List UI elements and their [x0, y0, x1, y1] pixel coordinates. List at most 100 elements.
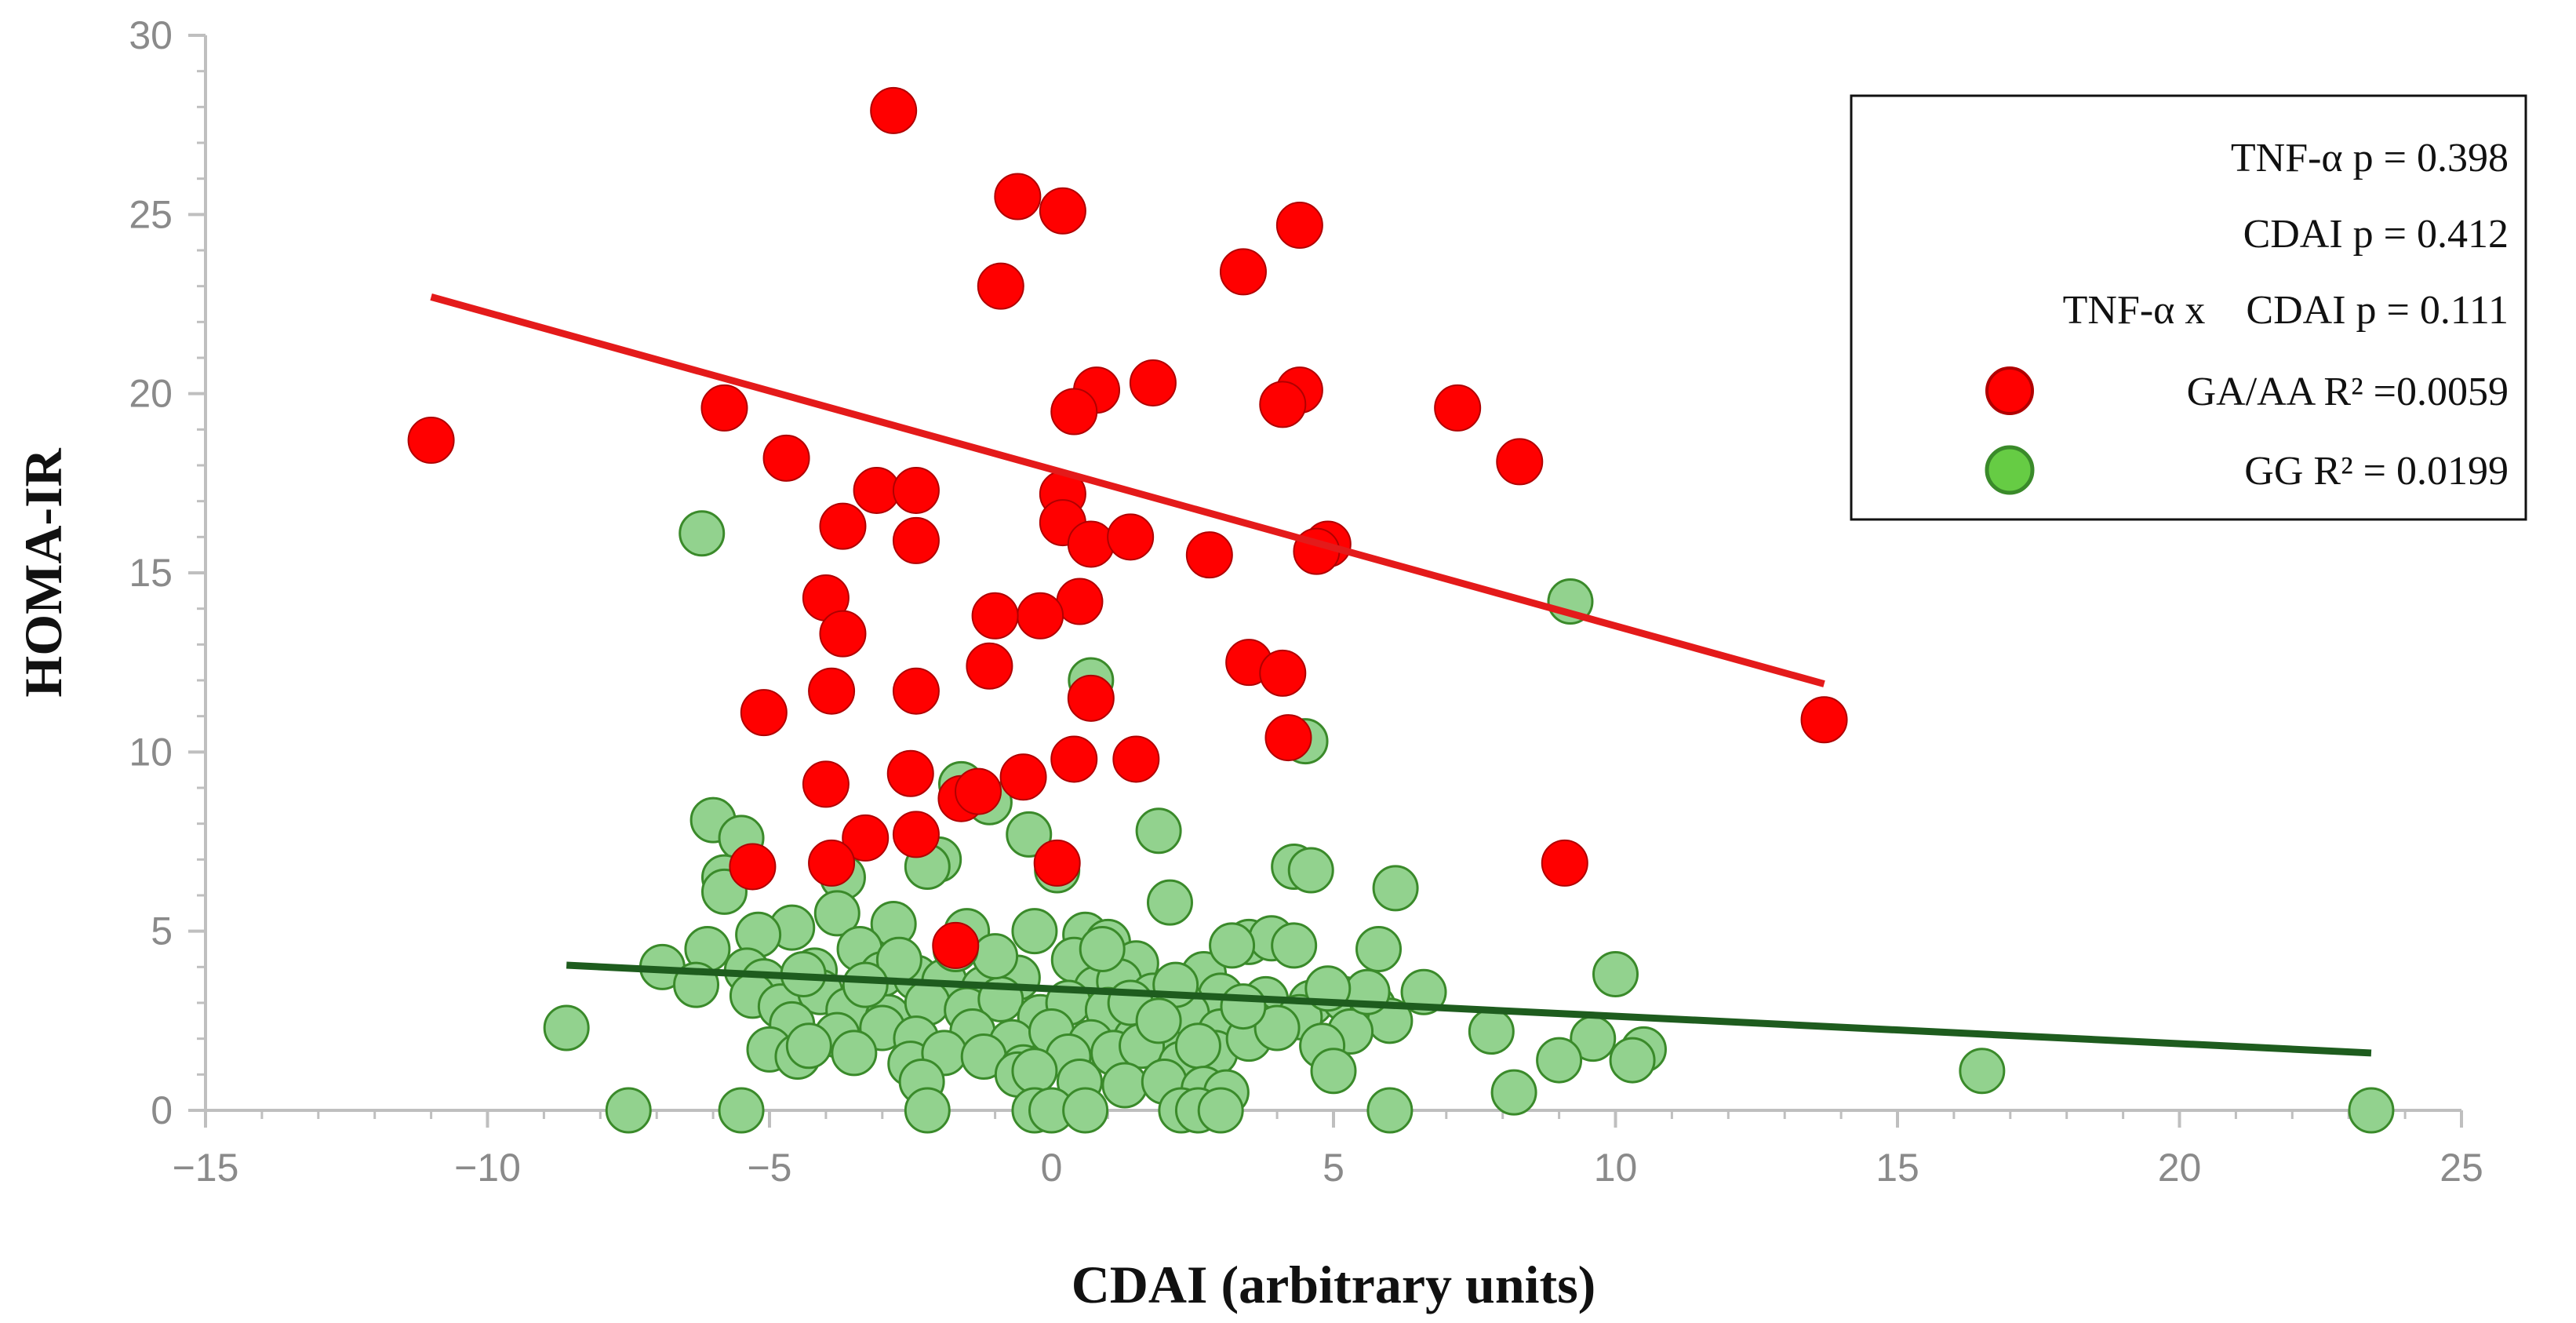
ga-aa-data-point — [977, 262, 1024, 310]
ga-aa-data-point — [971, 592, 1019, 640]
x-axis-title: CDAI (arbitrary units) — [1072, 1255, 1596, 1314]
legend-stat-cdai: CDAI p = 0.412 — [2243, 212, 2509, 257]
gg-data-point — [1536, 1037, 1583, 1084]
ga-aa-data-point — [1033, 839, 1081, 887]
gg-data-point — [1079, 926, 1126, 972]
y-axis-title: HOMA-IR — [13, 447, 73, 697]
gg-data-point — [1101, 1062, 1148, 1109]
x-tick-label: −5 — [747, 1146, 791, 1190]
gg-data-point — [1271, 922, 1318, 969]
ga-aa-data-point — [1259, 649, 1307, 697]
ga-aa-data-point — [1541, 839, 1588, 887]
ga-aa-data-point — [1039, 187, 1086, 235]
gg-data-point — [679, 510, 726, 557]
y-tick-label: 25 — [129, 192, 173, 236]
ga-aa-data-point — [802, 760, 850, 808]
gg-data-point — [1355, 926, 1403, 972]
ga-aa-data-point — [729, 843, 777, 891]
ga-aa-data-point — [1219, 248, 1267, 296]
ga-aa-data-point — [886, 749, 934, 797]
ga-aa-data-point — [1129, 359, 1177, 406]
ga-aa-data-point — [892, 516, 940, 564]
ga-aa-data-point — [966, 642, 1013, 690]
gg-data-point — [1062, 1087, 1109, 1134]
ga-aa-data-point — [819, 610, 867, 658]
axes-layer: 0 5 10 15 20 25 30 −15 −10 −5 0 5 10 15 20 25 — [129, 13, 2483, 1190]
ga-aa-data-point — [842, 814, 890, 862]
ga-aa-data-point — [932, 921, 980, 969]
ga-aa-data-point — [1107, 513, 1155, 561]
x-tick-label: 20 — [2158, 1146, 2202, 1190]
gg-data-point — [1609, 1037, 1656, 1084]
ga-aa-data-point — [762, 434, 810, 482]
ga-aa-data-point — [1264, 714, 1312, 762]
gg-data-point — [605, 1087, 652, 1134]
y-tick-label: 5 — [151, 909, 173, 953]
x-tick-label: −10 — [454, 1146, 521, 1190]
gg-data-point — [1372, 865, 1419, 912]
gg-data-point — [2348, 1087, 2395, 1134]
y-tick-label: 30 — [129, 13, 173, 57]
gg-data-point — [1366, 1087, 1414, 1134]
ga-aa-data-point — [700, 384, 748, 432]
gg-data-point — [813, 890, 860, 937]
gg-data-point — [1135, 807, 1182, 855]
ga-aa-data-point — [1067, 674, 1115, 722]
gg-data-point — [1135, 997, 1182, 1044]
ga-aa-data-point — [853, 466, 901, 514]
x-tick-label: 0 — [1041, 1146, 1063, 1190]
gg-data-point — [972, 933, 1019, 980]
ga-aa-data-point — [808, 839, 856, 887]
ga-aa-data-point — [955, 767, 1002, 815]
x-tick-label: 25 — [2440, 1146, 2483, 1190]
x-tick-label: −15 — [173, 1146, 239, 1190]
ga-aa-data-point — [1050, 388, 1098, 436]
ga-aa-data-point — [1275, 202, 1323, 250]
x-tick-label: 5 — [1323, 1146, 1344, 1190]
gg-data-point — [1011, 908, 1058, 955]
gg-data-point — [1287, 847, 1334, 894]
gg-data-point — [785, 1022, 832, 1070]
gg-data-point — [1490, 1069, 1537, 1116]
ga-aa-data-point — [994, 173, 1042, 220]
x-tick-label: 10 — [1594, 1146, 1638, 1190]
series-ga-aa — [407, 86, 1848, 969]
legend-box — [1850, 94, 2527, 521]
gg-data-point — [718, 1087, 765, 1134]
legend-label-ga-aa: GA/AA R² =0.0059 — [2187, 370, 2509, 414]
gg-data-point — [1197, 1087, 1244, 1134]
gg-data-point — [1310, 1048, 1357, 1095]
ga-aa-data-point — [808, 667, 856, 715]
legend: TNF-α p = 0.398 CDAI p = 0.412 TNF-α x C… — [1850, 94, 2527, 521]
legend-stat-interaction: TNF-α x CDAI p = 0.111 — [2063, 288, 2509, 333]
legend-marker-ga-aa — [1985, 366, 2034, 415]
ga-aa-data-point — [870, 86, 918, 134]
y-axis-ticks: 0 5 10 15 20 25 30 — [129, 13, 206, 1132]
ga-aa-data-point — [819, 502, 867, 550]
gg-data-point — [1253, 1004, 1301, 1051]
gg-data-point — [1468, 1008, 1515, 1055]
ga-aa-data-point — [1112, 735, 1160, 783]
gg-data-point — [831, 1030, 878, 1077]
ga-aa-data-point — [1017, 592, 1064, 640]
ga-aa-data-point — [892, 667, 940, 715]
ga-aa-data-point — [1185, 531, 1233, 579]
ga-aa-data-point — [1050, 735, 1098, 783]
y-tick-label: 15 — [129, 551, 173, 595]
legend-label-gg: GG R² = 0.0199 — [2244, 449, 2509, 494]
ga-aa-data-point — [1056, 578, 1104, 625]
gg-data-point — [904, 1087, 951, 1134]
ga-aa-data-point — [1434, 384, 1482, 432]
ga-aa-data-point — [999, 753, 1047, 801]
trendline-ga-aa — [430, 293, 1825, 687]
gg-data-point — [1592, 950, 1639, 997]
gg-data-point — [1006, 811, 1053, 858]
legend-stat-tnf: TNF-α p = 0.398 — [2231, 136, 2509, 180]
gg-data-point — [1011, 1048, 1058, 1095]
x-tick-label: 15 — [1876, 1146, 1919, 1190]
ga-aa-data-point — [407, 417, 455, 465]
ga-aa-data-point — [892, 811, 940, 858]
ga-aa-data-point — [892, 466, 940, 514]
